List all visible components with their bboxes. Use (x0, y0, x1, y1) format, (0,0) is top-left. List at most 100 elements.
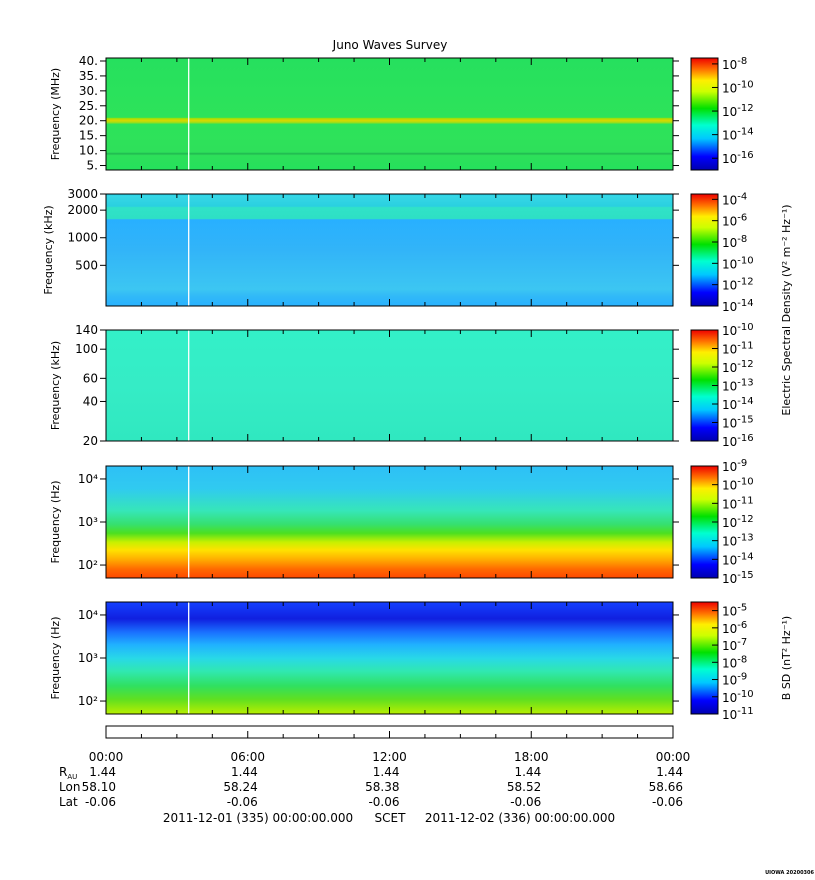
panel-3: 20 40 60 100 140 Frequency (kHz) 10-10 10-11 10-… (49, 322, 754, 449)
ephemeris-label: Lat (59, 795, 78, 809)
ephemeris-value: -0.06 (368, 795, 399, 809)
colorbar-tick-label: 10-13 (722, 378, 754, 394)
colorbar-tick-label: 10-11 (722, 495, 754, 511)
colorbar-label: Electric Spectral Density (V² m⁻² Hz⁻¹) (780, 204, 793, 415)
ephemeris-value: 1.44 (656, 765, 683, 779)
colorbar-tick-label: 10-14 (722, 551, 754, 567)
ephemeris-value: -0.06 (510, 795, 541, 809)
y-tick-label: 140 (75, 323, 98, 337)
colorbar-tick-label: 10-10 (722, 79, 754, 95)
y-tick-label: 100 (75, 342, 98, 356)
x-tick-label: 12:00 (372, 750, 407, 764)
y-tick-label: 25. (79, 99, 98, 113)
colorbar-tick-label: 10-7 (722, 637, 747, 653)
time-caption-axis: SCET (375, 811, 407, 825)
spectrogram-image (106, 602, 673, 714)
colorbar-tick-label: 10-11 (722, 341, 754, 357)
colorbar-label: B SD (nT² Hz⁻¹) (780, 616, 793, 700)
panel-1: 5.10.15.20.25.30.35.40. Frequency (MHz) 10… (49, 54, 754, 173)
colorbar-tick-label: 10-10 (722, 477, 754, 493)
x-tick-label: 18:00 (514, 750, 549, 764)
spectrogram-panels: 5.10.15.20.25.30.35.40. Frequency (MHz) 10… (42, 54, 793, 722)
y-tick-label: 60 (83, 371, 98, 385)
colorbar-tick-label: 10-16 (722, 150, 754, 166)
time-axis: 00:00 06:00 12:00 18:00 00:00 RAU 1.44 1.44 1.44… (59, 725, 691, 809)
y-tick-label: 40. (79, 54, 98, 68)
y-tick-label: 20 (83, 434, 98, 448)
colorbar-tick-label: 10-14 (722, 298, 754, 314)
y-tick-label: 5. (87, 159, 98, 173)
colorbar-tick-label: 10-9 (722, 458, 747, 474)
colorbar-frame (690, 601, 719, 715)
colorbar-tick-label: 10-12 (722, 277, 754, 293)
x-tick-label: 06:00 (230, 750, 265, 764)
colorbar (691, 194, 718, 306)
colorbar-tick-label: 10-8 (722, 56, 747, 72)
panel-4: 10² 10³ 10⁴ Frequency (Hz) 10-9 10-10 10-11 10-… (49, 458, 754, 586)
y-tick-label: 10. (79, 144, 98, 158)
ephemeris-value: 58.38 (365, 780, 399, 794)
colorbar-tick-label: 10-6 (722, 620, 747, 636)
y-tick-label: 10⁴ (78, 608, 98, 622)
x-tick-label: 00:00 (656, 750, 691, 764)
y-tick-label: 15. (79, 129, 98, 143)
y-tick-label: 35. (79, 69, 98, 83)
x-tick-label: 00:00 (89, 750, 124, 764)
colorbar-tick-label: 10-13 (722, 533, 754, 549)
ephemeris-label: RAU (59, 765, 77, 781)
colorbar-tick-label: 10-14 (722, 396, 754, 412)
colorbar-tick-label: 10-12 (722, 514, 754, 530)
ephemeris-value: 1.44 (373, 765, 400, 779)
y-tick-label: 10³ (78, 651, 98, 665)
uiowa-stamp: UIOWA 20200306 (765, 870, 814, 876)
y-tick-label: 10² (78, 558, 98, 572)
colorbar-tick-label: 10-8 (722, 654, 747, 670)
ephemeris-value: 1.44 (231, 765, 258, 779)
spectrogram-image (106, 58, 673, 170)
ephemeris-value: 1.44 (515, 765, 542, 779)
y-tick-label: 30. (79, 84, 98, 98)
ephemeris-value: 58.66 (649, 780, 683, 794)
spectrogram-image (106, 466, 673, 578)
colorbar-frame (690, 193, 719, 307)
colorbar-tick-label: 10-16 (722, 433, 754, 449)
colorbar-tick-label: 10-11 (722, 706, 754, 722)
colorbar (691, 58, 718, 170)
y-tick-label: 2000 (67, 203, 98, 217)
y-axis-label: Frequency (MHz) (49, 68, 62, 160)
colorbar (691, 602, 718, 714)
colorbar-frame (690, 57, 719, 171)
ephemeris-value: 58.52 (507, 780, 541, 794)
colorbar-tick-label: 10-12 (722, 359, 754, 375)
spectrogram-image (106, 330, 673, 441)
colorbar-tick-label: 10-10 (722, 255, 754, 271)
ephemeris-label: Lon (59, 780, 80, 794)
y-axis-label: Frequency (kHz) (49, 341, 62, 430)
chart-title: Juno Waves Survey (332, 38, 448, 52)
ephemeris-value: -0.06 (85, 795, 116, 809)
ephemeris-value: 58.24 (223, 780, 257, 794)
colorbar-tick-label: 10-15 (722, 570, 754, 586)
y-tick-label: 40 (83, 394, 98, 408)
y-tick-label: 10² (78, 694, 98, 708)
y-tick-label: 20. (79, 114, 98, 128)
colorbar-tick-label: 10-5 (722, 603, 747, 619)
spectrogram-image (106, 194, 673, 306)
colorbar-tick-label: 10-6 (722, 213, 747, 229)
y-tick-label: 1000 (67, 231, 98, 245)
y-tick-label: 10⁴ (78, 472, 98, 486)
colorbar-tick-label: 10-14 (722, 127, 754, 143)
panel-5: 10² 10³ 10⁴ Frequency (Hz) 10-510-610-710-8 1… (49, 601, 793, 722)
panel-2: 500 1000 2000 3000 Frequency (kHz) 10-4 10-6 10… (42, 187, 793, 416)
time-caption-start: 2011-12-01 (335) 00:00:00.000 (163, 811, 353, 825)
colorbar-tick-label: 10-15 (722, 415, 754, 431)
colorbar-tick-label: 10-10 (722, 322, 754, 338)
colorbar-tick-label: 10-12 (722, 103, 754, 119)
ephemeris-value: 58.10 (82, 780, 116, 794)
ephemeris-value: -0.06 (652, 795, 683, 809)
y-tick-label: 10³ (78, 515, 98, 529)
colorbar-tick-label: 10-9 (722, 672, 747, 688)
colorbar-tick-label: 10-4 (722, 191, 747, 207)
time-caption-end: 2011-12-02 (336) 00:00:00.000 (425, 811, 615, 825)
